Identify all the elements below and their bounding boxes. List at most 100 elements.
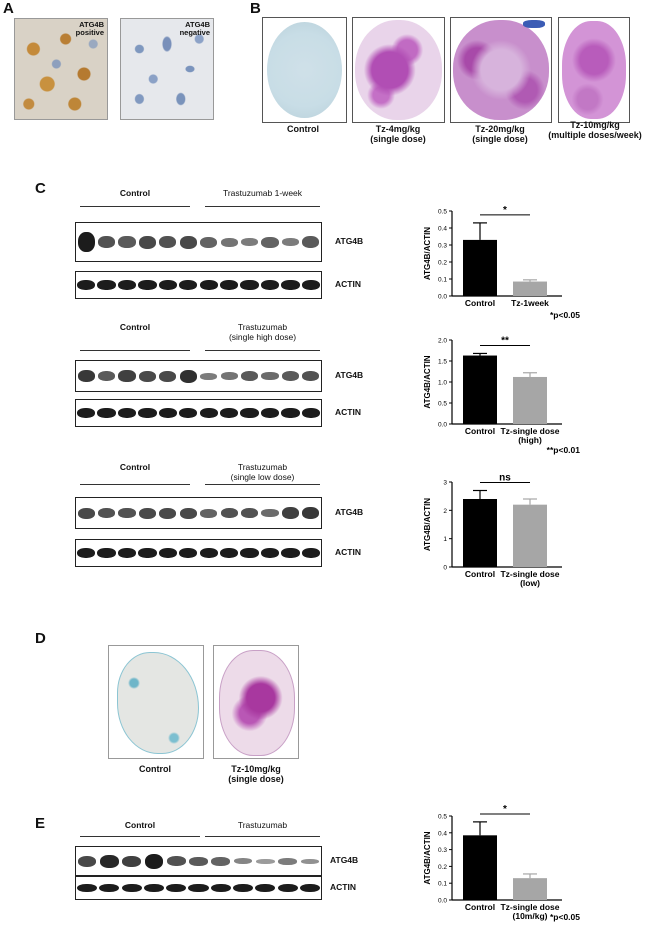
blot-band xyxy=(138,547,157,559)
y-tick-label: 0 xyxy=(443,565,447,572)
blot-actin-box xyxy=(75,539,322,567)
blot-band xyxy=(302,507,320,519)
caption-d-tz10: Tz-10mg/kg (single dose) xyxy=(228,764,284,784)
blot-band xyxy=(122,855,142,867)
x-tick-label: Tz-single dose xyxy=(500,902,559,912)
blot-group-treatment-label: Trastuzumab 1-week xyxy=(222,188,303,198)
panel-label-c: C xyxy=(35,180,46,197)
y-tick-label: 0.0 xyxy=(438,422,447,429)
blot-atg4b-box xyxy=(75,222,322,262)
caption-d-control: Control xyxy=(139,764,171,774)
blot-row-label-actin: ACTIN xyxy=(335,279,361,289)
x-tick-label: (10m/kg) xyxy=(513,911,548,921)
blot-band xyxy=(281,371,299,381)
blot-band xyxy=(98,508,116,518)
blot-band xyxy=(220,237,238,247)
blot-band xyxy=(138,235,157,249)
ihc-negative-label: ATG4B negative xyxy=(179,20,210,37)
blot-band xyxy=(277,883,298,893)
blot-band xyxy=(278,857,297,865)
blot-band xyxy=(188,883,209,893)
blot-atg4b-box xyxy=(75,846,322,876)
x-tick-label: Control xyxy=(465,298,495,308)
blot-group-line xyxy=(205,836,320,837)
blot-band xyxy=(77,407,96,419)
y-tick-label: 0.1 xyxy=(438,881,447,888)
blot-row-label-atg4b: ATG4B xyxy=(330,855,359,865)
blot-band xyxy=(117,547,137,559)
blot-band xyxy=(240,547,259,559)
blot-band xyxy=(233,883,254,893)
y-tick-label: 2.0 xyxy=(438,338,447,345)
blot-band xyxy=(159,370,177,382)
ihc-negative-image: ATG4B negative xyxy=(120,18,214,120)
significance-marker: ns xyxy=(499,473,511,484)
x-tick-label: (high) xyxy=(518,435,542,445)
blot-band xyxy=(77,507,95,519)
blot-band xyxy=(200,372,218,380)
blot-band xyxy=(199,407,218,419)
blot-band xyxy=(219,407,239,419)
blot-band xyxy=(77,370,95,382)
blot-band xyxy=(77,547,96,559)
p-value-note: *p<0.05 xyxy=(550,310,580,320)
blot-band xyxy=(255,858,275,864)
blot-band xyxy=(233,858,253,864)
y-tick-label: 0.1 xyxy=(438,277,447,284)
bar-1 xyxy=(513,504,547,567)
blot-row-label-actin: ACTIN xyxy=(330,882,356,892)
blot-band xyxy=(179,235,197,249)
blot-band xyxy=(166,883,187,893)
blot-group-treatment-label: Trastuzumab (single low dose) xyxy=(230,462,295,482)
blot-band xyxy=(211,856,231,866)
blot-band xyxy=(98,371,116,381)
tissue-image-d-tz10 xyxy=(213,645,299,759)
blot-band xyxy=(100,854,119,868)
y-axis-label: ATG4B/ACTIN xyxy=(423,498,432,551)
x-tick-label: (low) xyxy=(520,578,540,588)
blot-band xyxy=(219,279,239,291)
panel-label-b: B xyxy=(250,0,261,17)
blot-band xyxy=(220,508,238,518)
blot-row-label-actin: ACTIN xyxy=(335,547,361,557)
blot-actin-box xyxy=(75,876,322,900)
y-axis-label: ATG4B/ACTIN xyxy=(423,355,432,408)
y-tick-label: 0.2 xyxy=(438,864,447,871)
panel-label-a: A xyxy=(3,0,14,17)
blot-group-control-label: Control xyxy=(119,462,151,472)
ihc-positive-image: ATG4B positive xyxy=(14,18,108,120)
y-tick-label: 1 xyxy=(443,536,447,543)
blot-band xyxy=(118,236,136,248)
panel-label-d: D xyxy=(35,630,46,647)
blot-band xyxy=(144,853,164,869)
tissue-image-control xyxy=(262,17,347,123)
blot-band xyxy=(138,407,157,419)
blot-band xyxy=(281,547,300,559)
y-tick-label: 0.3 xyxy=(438,847,447,854)
blot-band xyxy=(98,236,116,248)
x-tick-label: Tz-single dose xyxy=(500,426,559,436)
blot-band xyxy=(179,279,198,291)
blot-band xyxy=(179,507,197,519)
blot-band xyxy=(302,236,320,248)
blot-band xyxy=(159,507,177,519)
blot-group-treatment-label: Trastuzumab (single high dose) xyxy=(228,322,297,342)
bar-1 xyxy=(513,878,547,900)
y-tick-label: 0.3 xyxy=(438,243,447,250)
y-tick-label: 3 xyxy=(443,480,447,487)
x-tick-label: Tz-1week xyxy=(511,298,549,308)
y-tick-label: 0.4 xyxy=(438,830,447,837)
bar-0 xyxy=(463,355,497,424)
y-tick-label: 2 xyxy=(443,508,447,515)
blot-band xyxy=(255,883,276,893)
p-value-note: **p<0.01 xyxy=(547,445,581,455)
blot-group-control-label: Control xyxy=(119,322,151,332)
y-tick-label: 1.0 xyxy=(438,380,447,387)
blot-row-label-actin: ACTIN xyxy=(335,407,361,417)
blot-band xyxy=(97,407,116,419)
blot-band xyxy=(138,279,157,291)
blot-band xyxy=(260,547,280,559)
blot-band xyxy=(138,370,157,382)
blot-band xyxy=(281,407,300,419)
blot-band xyxy=(260,279,280,291)
